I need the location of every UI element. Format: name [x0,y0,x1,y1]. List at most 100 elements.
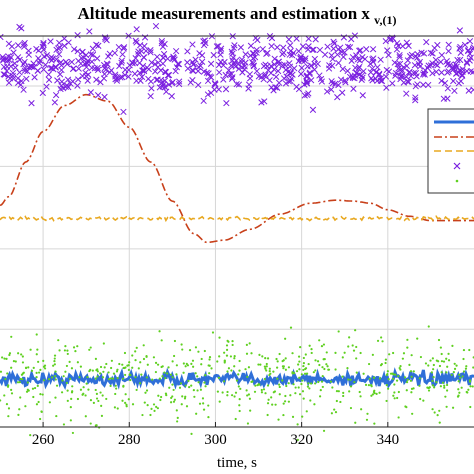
series-4-point [96,368,99,371]
series-3-point [133,26,140,33]
series-3-point [311,55,318,63]
series-4-point [66,352,69,356]
series-4-point [29,433,32,437]
series-4-point [237,385,240,388]
series-4-point [142,344,145,347]
series-4-point [393,391,396,394]
series-3-point [222,71,229,79]
series-4-point [118,362,121,366]
series-4-point [334,410,338,414]
series-4-point [246,422,250,425]
series-3-point [101,93,108,101]
series-4-point [110,359,113,362]
series-3-point [299,43,307,50]
series-4-point [296,423,299,426]
series-4-point [107,371,110,374]
series-4-point [337,390,340,393]
series-4-point [265,365,268,368]
series-3-point [52,91,60,99]
series-4-point [173,398,176,401]
series-4-point [71,390,74,393]
series-3-point [51,99,59,106]
series-3-point [157,67,164,74]
series-3-point [204,91,212,98]
series-4-point [86,375,89,379]
series-4-point [184,384,187,387]
series-4-point [298,376,301,379]
series-4-point [225,348,229,351]
series-3-point [280,75,288,82]
series-4-point [113,406,117,409]
series-4-point [298,368,301,371]
series-4-point [21,378,24,381]
series-3-point [466,38,474,45]
series-3-point [233,57,240,64]
series-4-point [298,360,301,363]
series-4-point [462,348,466,352]
series-3-point [423,38,430,46]
series-4-point [39,368,42,371]
series-3-point [126,62,133,69]
series-4-point [21,372,25,375]
legend [427,108,474,194]
series-3-point [268,42,275,50]
series-4-point [157,394,160,397]
series-4-point [196,389,199,392]
series-3-point [230,44,237,52]
series-4-point [397,390,400,394]
series-3-point [34,67,41,75]
series-4-point [271,403,274,406]
series-4-point [158,377,161,380]
series-3-point [469,68,474,76]
series-4-point [373,392,376,395]
series-4-point [442,360,446,363]
series-3-point [359,74,366,81]
series-4-point [185,405,189,408]
series-3-point [125,73,132,80]
series-4-point [217,376,221,379]
series-3-point [231,60,238,67]
series-4-point [248,342,251,345]
series-4-point [424,362,428,365]
series-4-point [432,363,435,367]
series-3-point [397,73,405,80]
series-3-point [342,79,349,86]
series-4-point [64,370,67,373]
series-3-point [420,69,427,76]
series-4-point [291,352,294,355]
series-3-point [102,35,109,43]
series-4-point [358,390,361,394]
series-4-point [349,385,353,388]
series-4-point [222,380,226,383]
series-3-point [21,39,28,47]
series-4-point [339,400,342,404]
series-4-point [122,384,125,387]
series-4-point [439,346,442,349]
series-3-point [396,54,403,61]
series-3-point [274,67,282,75]
series-3-point [20,86,27,93]
series-4-point [163,371,166,374]
series-4-point [153,409,156,412]
series-3-point [392,69,400,77]
series-4-point [70,397,73,400]
series-3-point [24,68,31,75]
series-4-point [393,383,396,386]
series-4-point [123,351,127,355]
series-3-point [457,43,464,51]
series-3-point [247,42,255,49]
series-4-point [313,403,316,406]
series-4-point [395,379,399,382]
series-4-point [447,359,451,362]
series-4-point [140,373,143,376]
series-4-point [266,384,270,387]
series-3-point [260,76,267,83]
series-3-point [111,49,118,57]
series-4-point [281,379,284,382]
series-3-point [40,41,47,48]
series-4-point [392,373,395,376]
series-3-point [382,38,389,45]
series-3-point [205,70,212,77]
series-4-point [143,401,146,404]
series-4-point [105,397,108,401]
